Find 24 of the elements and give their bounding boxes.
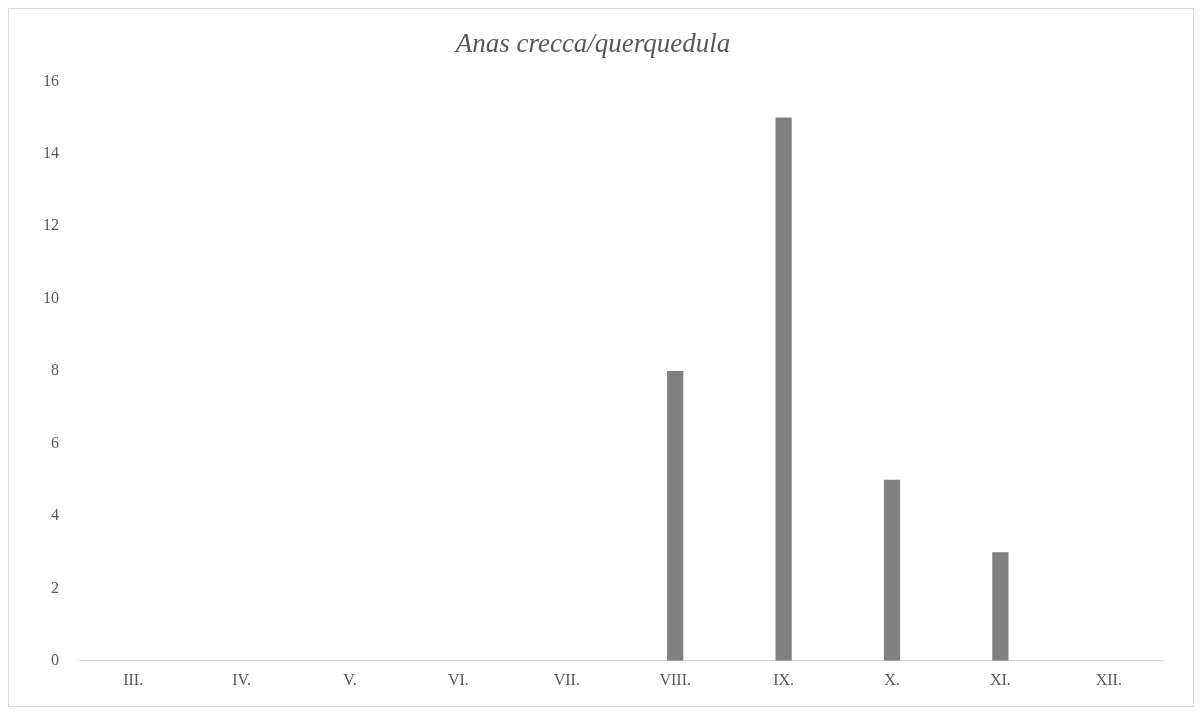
y-tick-label: 0 [51, 651, 59, 668]
y-tick-label: 16 [43, 71, 59, 89]
x-tick-label: V. [343, 670, 357, 688]
y-tick-label: 10 [43, 288, 59, 306]
x-tick-label: IV. [232, 670, 252, 688]
x-tick-label: XII. [1095, 670, 1122, 688]
bar [883, 479, 901, 661]
y-tick-label: 6 [51, 433, 59, 451]
x-tick-label: XI. [989, 670, 1011, 688]
x-tick-label: VI. [447, 670, 469, 688]
x-tick-label: VIII. [659, 670, 691, 688]
x-tick-label: X. [884, 670, 900, 688]
x-tick-label: III. [123, 670, 144, 688]
x-tick-label: VII. [553, 670, 580, 688]
bar [992, 552, 1009, 661]
bar [667, 371, 684, 661]
y-tick-label: 12 [43, 216, 59, 234]
bar [775, 117, 792, 661]
x-tick-label: IX. [773, 670, 795, 688]
y-tick-label: 2 [51, 578, 59, 596]
y-tick-label: 4 [51, 506, 59, 524]
chart-title: Anas crecca/querquedula [453, 28, 731, 59]
y-tick-label: 8 [51, 361, 59, 379]
y-tick-label: 14 [43, 144, 59, 162]
